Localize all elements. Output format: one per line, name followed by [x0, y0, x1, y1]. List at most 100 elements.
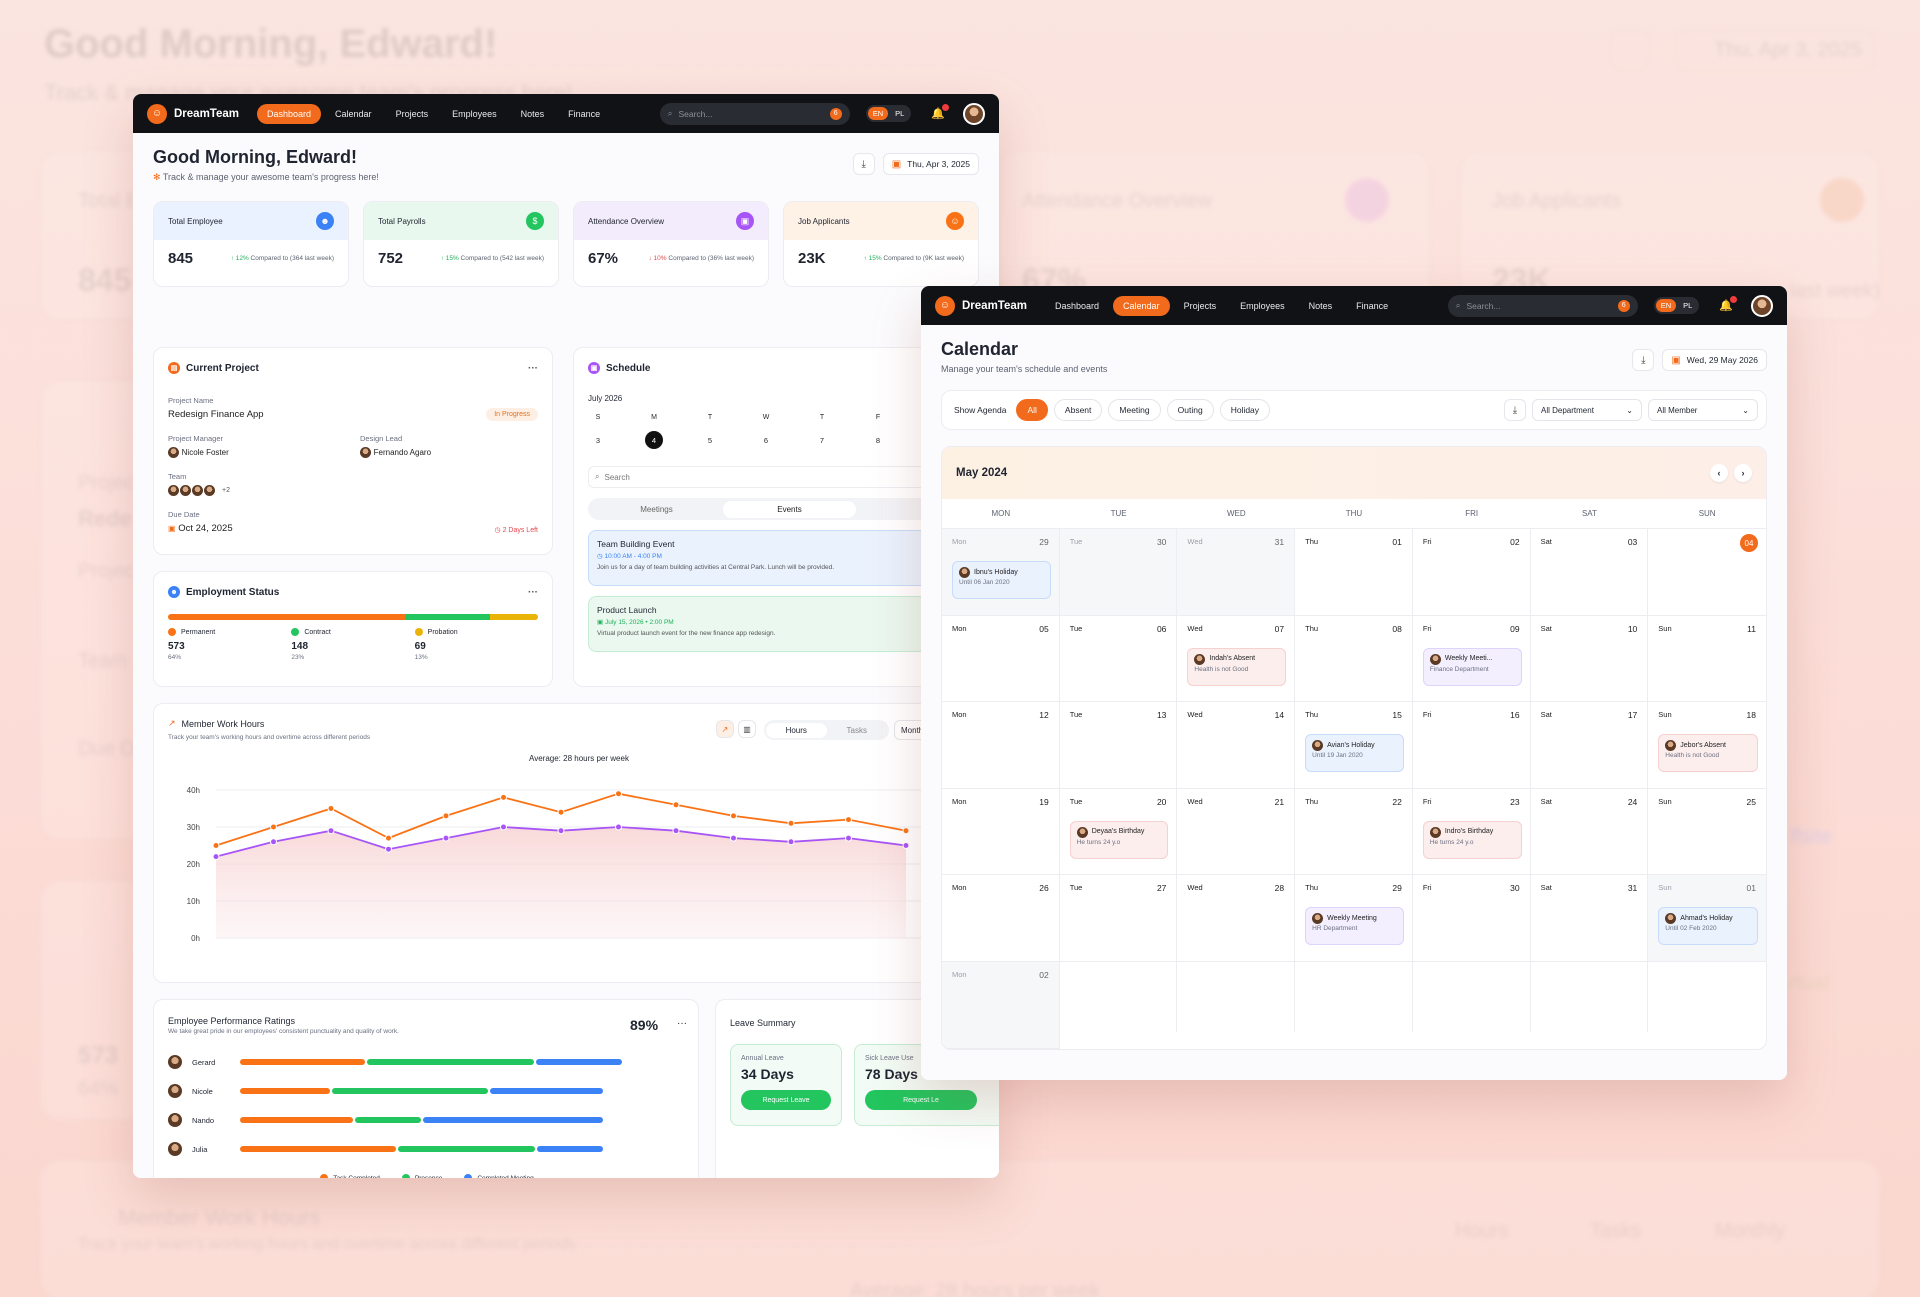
tab-hours[interactable]: Hours	[766, 722, 827, 738]
calendar-day[interactable]: Wed 28	[1177, 875, 1296, 962]
date-picker[interactable]: ▣ Thu, Apr 3, 2025	[882, 153, 979, 175]
calendar-day[interactable]: Thu 01	[1295, 529, 1413, 616]
chip-meeting[interactable]: Meeting	[1108, 399, 1161, 421]
show-agenda-toggle[interactable]: Show Agenda	[954, 405, 1007, 415]
calendar-day[interactable]: Tue 27	[1059, 875, 1178, 962]
calendar-event[interactable]: Ibnu's Holiday Until 06 Jan 2020	[952, 561, 1051, 599]
calendar-day[interactable]: Wed 07 Indah's Absent Health is not Good	[1177, 615, 1296, 703]
calendar-event[interactable]: Avian's Holiday Until 19 Jan 2020	[1305, 734, 1404, 773]
department-select[interactable]: All Department ⌄	[1532, 399, 1642, 421]
calendar-day[interactable]: Thu 15 Avian's Holiday Until 19 Jan 2020	[1295, 702, 1413, 789]
calendar-day[interactable]: Mon 19	[942, 788, 1060, 876]
line-chart-icon[interactable]: ↗	[716, 720, 734, 738]
download-icon[interactable]: ⤓	[852, 153, 875, 175]
calendar-day[interactable]: Tue 20 Deyaa's Birthday He turns 24 y.o	[1059, 788, 1178, 876]
calendar-day[interactable]: Mon 29 Ibnu's Holiday Until 06 Jan 2020	[942, 529, 1060, 616]
avatar[interactable]	[963, 102, 985, 125]
schedule-search[interactable]: ⌕ Search	[588, 466, 999, 488]
calendar-event[interactable]: Ahmad's Holiday Until 02 Feb 2020	[1658, 907, 1758, 946]
calendar-day[interactable]: 04	[1648, 529, 1766, 616]
calendar-day[interactable]: Sat 24	[1530, 788, 1649, 876]
nav-projects[interactable]: Projects	[395, 108, 429, 119]
more-icon[interactable]: ···	[528, 362, 538, 374]
performance-row[interactable]: Nicole	[168, 1079, 688, 1103]
brand[interactable]: ☺ DreamTeam	[147, 103, 239, 124]
date-picker[interactable]: ▣ Wed, 29 May 2026	[1662, 349, 1767, 371]
language-toggle[interactable]: EN PL	[865, 105, 912, 122]
nav-calendar[interactable]: Calendar	[335, 108, 372, 119]
calendar-day[interactable]	[1648, 961, 1766, 1032]
nav-dashboard[interactable]: Dashboard	[1055, 300, 1100, 311]
calendar-day[interactable]: Sun 18 Jebor's Absent Health is not Good	[1648, 702, 1766, 789]
calendar-day[interactable]	[1412, 961, 1531, 1032]
download-icon[interactable]: ⤓	[1632, 349, 1655, 371]
calendar-day[interactable]: Mon 02	[942, 961, 1060, 1049]
chevron-right-icon[interactable]: ›	[1734, 464, 1752, 482]
bell-icon[interactable]: 🔔	[1719, 296, 1737, 312]
search-input[interactable]: ⌕ Search... 6	[1447, 294, 1638, 317]
request-leave-button[interactable]: Request Le	[865, 1090, 977, 1110]
lang-pl[interactable]: PL	[895, 109, 905, 118]
calendar-day[interactable]: Sun 25	[1648, 789, 1766, 876]
calendar-day[interactable]: Tue 30	[1059, 529, 1178, 616]
more-icon[interactable]: ···	[677, 1018, 687, 1029]
calendar-day[interactable]: Mon 12	[942, 702, 1060, 789]
chip-outing[interactable]: Outing	[1166, 399, 1214, 421]
download-icon[interactable]: ⤓	[1504, 399, 1526, 421]
brand[interactable]: ☺ DreamTeam	[935, 295, 1027, 316]
calendar-event[interactable]: Indah's Absent Health is not Good	[1187, 647, 1287, 686]
calendar-day[interactable]: Sat 17	[1530, 702, 1649, 789]
calendar-day[interactable]: Fri 30	[1412, 875, 1531, 962]
calendar-day[interactable]: Sat 03	[1530, 529, 1649, 616]
bell-icon[interactable]: 🔔	[931, 104, 949, 120]
nav-notes[interactable]: Notes	[1308, 300, 1333, 311]
nav-notes[interactable]: Notes	[520, 108, 545, 119]
performance-row[interactable]: Gerard	[168, 1050, 688, 1074]
calendar-day[interactable]: Sun 01 Ahmad's Holiday Until 02 Feb 2020	[1648, 875, 1766, 962]
calendar-event[interactable]: Deyaa's Birthday He turns 24 y.o	[1069, 820, 1169, 859]
nav-employees[interactable]: Employees	[1240, 300, 1285, 311]
calendar-day[interactable]: Sat 10	[1530, 615, 1649, 703]
avatar[interactable]	[1751, 294, 1773, 317]
calendar-event[interactable]: Indro's Birthday He turns 24 y.o	[1422, 820, 1522, 859]
nav-finance[interactable]: Finance	[1356, 300, 1389, 311]
nav-employees[interactable]: Employees	[452, 108, 497, 119]
calendar-day[interactable]: Sun 11	[1648, 616, 1766, 703]
calendar-day[interactable]	[1530, 961, 1649, 1032]
performance-row[interactable]: Julia	[168, 1137, 688, 1161]
calendar-day[interactable]: Mon 05	[942, 615, 1060, 703]
calendar-event[interactable]: Weekly Meeting HR Department	[1305, 907, 1404, 946]
calendar-day[interactable]: Thu 08	[1295, 615, 1413, 703]
calendar-day[interactable]: Wed 31	[1177, 529, 1296, 616]
calendar-event[interactable]: Weekly Meeti... Finance Department	[1422, 647, 1522, 686]
calendar-day[interactable]: Fri 09 Weekly Meeti... Finance Department	[1412, 615, 1531, 703]
more-icon[interactable]: ···	[528, 586, 538, 598]
lang-en[interactable]: EN	[1655, 299, 1677, 312]
calendar-day[interactable]: Wed 21	[1177, 788, 1296, 876]
language-toggle[interactable]: EN PL	[1653, 297, 1700, 314]
request-leave-button[interactable]: Request Leave	[741, 1090, 831, 1110]
calendar-day[interactable]: Sat 31	[1530, 875, 1649, 962]
calendar-day[interactable]: Tue 06	[1059, 615, 1178, 703]
performance-row[interactable]: Nando	[168, 1108, 688, 1132]
nav-projects[interactable]: Projects	[1183, 300, 1217, 311]
lang-en[interactable]: EN	[867, 107, 889, 120]
calendar-day[interactable]	[1295, 961, 1413, 1032]
search-input[interactable]: ⌕ Search... 6	[659, 102, 850, 125]
bar-chart-icon[interactable]: ▥	[738, 720, 756, 738]
stat-card[interactable]: Job Applicants ☺ 23K ↑ 15% Compared to (9K …	[783, 201, 979, 287]
calendar-day[interactable]: Mon 26	[942, 875, 1060, 962]
tab-tasks[interactable]: Tasks	[846, 725, 867, 735]
calendar-day[interactable]	[1059, 961, 1178, 1032]
nav-finance[interactable]: Finance	[568, 108, 601, 119]
calendar-day[interactable]: Fri 16	[1412, 702, 1531, 789]
calendar-day[interactable]: Thu 22	[1295, 788, 1413, 876]
calendar-day[interactable]: Fri 23 Indro's Birthday He turns 24 y.o	[1412, 788, 1531, 876]
stat-card[interactable]: Total Employee ☻ 845 ↑ 12% Compared to (364…	[153, 201, 349, 287]
chip-holiday[interactable]: Holiday	[1219, 399, 1271, 421]
